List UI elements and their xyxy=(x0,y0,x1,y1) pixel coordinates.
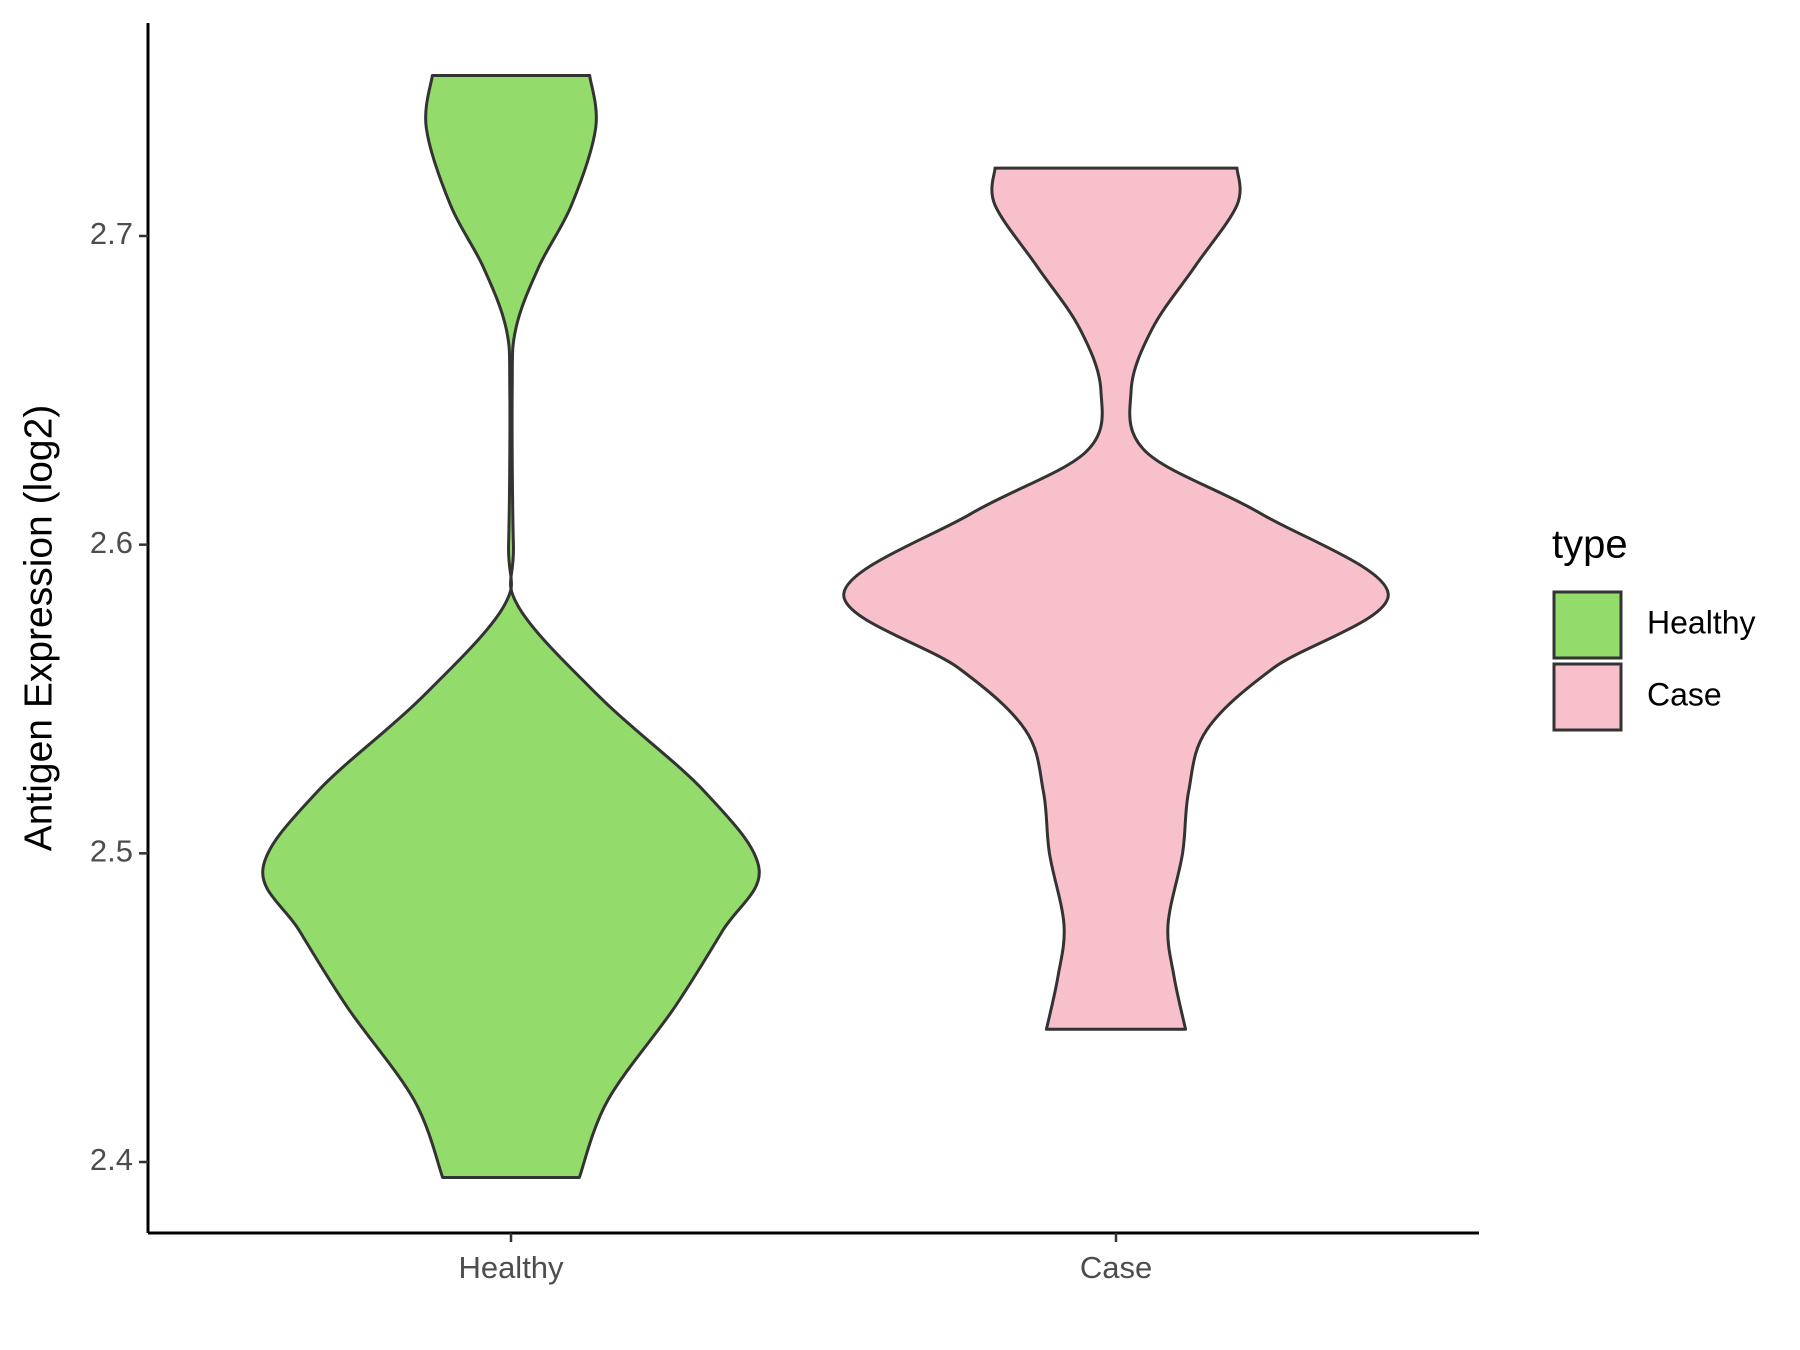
legend-key xyxy=(1552,662,1623,732)
y-tick-label: 2.6 xyxy=(90,525,133,560)
x-tick-label: Case xyxy=(1080,1250,1152,1285)
x-tick-label: Healthy xyxy=(458,1250,564,1285)
legend-label: Case xyxy=(1647,676,1722,712)
y-tick-label: 2.5 xyxy=(90,834,133,869)
y-tick-label: 2.4 xyxy=(90,1142,133,1177)
legend-key xyxy=(1552,590,1623,660)
y-tick-label: 2.7 xyxy=(90,216,133,251)
legend-title: type xyxy=(1552,523,1628,567)
y-axis-title: Antigen Expression (log2) xyxy=(17,405,60,852)
legend-label: Healthy xyxy=(1647,604,1756,640)
violin xyxy=(842,166,1390,1031)
violin xyxy=(261,73,761,1179)
